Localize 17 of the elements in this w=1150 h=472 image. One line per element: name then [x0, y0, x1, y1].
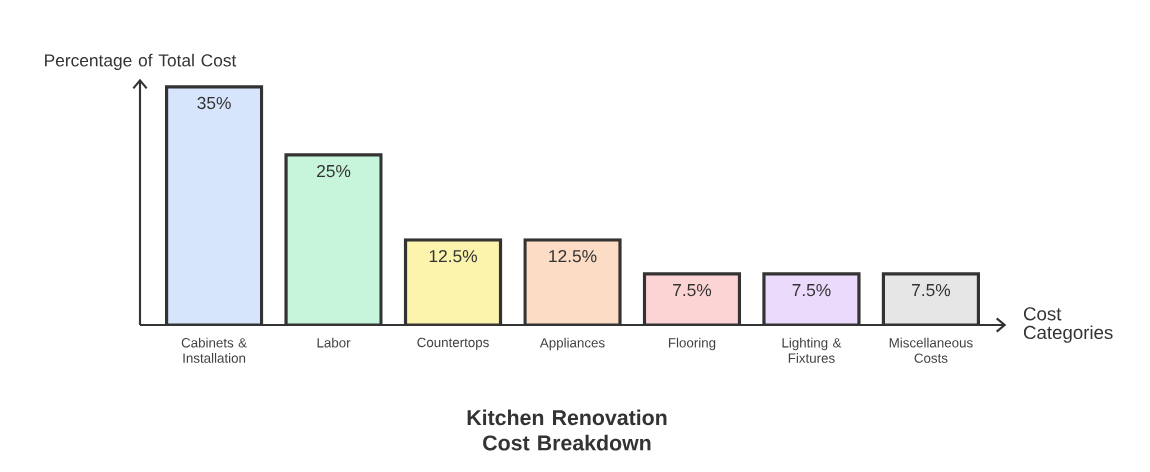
x-axis-title: Cost Categories [1023, 307, 1113, 343]
x-tick-label: Cabinets & Installation [181, 337, 247, 363]
data-label: 12.5% [549, 249, 597, 263]
text: Kitchen Renovation Cost Breakdown [467, 409, 667, 451]
data-label: 7.5% [912, 284, 951, 297]
data-label: 7.5% [792, 284, 831, 297]
x-tick-label: Appliances [539, 337, 605, 351]
x-tick-label: Countertops [417, 337, 489, 350]
x-tick-label: Flooring [668, 337, 716, 351]
x-tick-label: Labor [317, 337, 351, 348]
x-tick-label: Lighting & Fixtures [782, 337, 842, 363]
x-tick-label: Miscellaneous Costs [889, 337, 973, 363]
data-label: 12.5% [429, 249, 477, 263]
data-label: 7.5% [673, 284, 712, 297]
data-label: 35% [197, 96, 231, 110]
data-label: 25% [317, 164, 351, 178]
y-axis-title: Percentage of Total Cost [45, 53, 237, 70]
